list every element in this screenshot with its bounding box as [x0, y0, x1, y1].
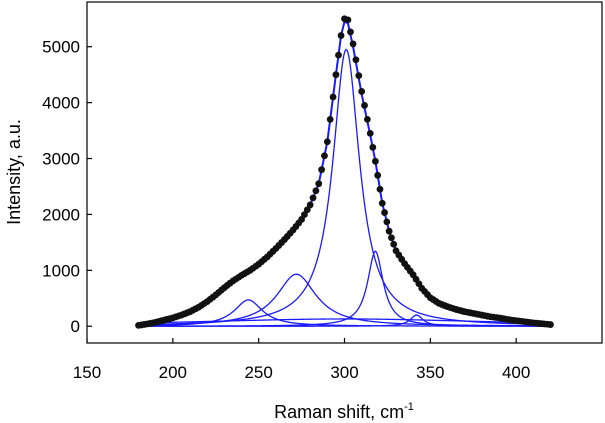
data-point — [369, 143, 377, 151]
data-point — [321, 152, 328, 160]
data-point — [315, 180, 323, 188]
data-point — [376, 185, 384, 193]
data-point — [318, 166, 326, 174]
y-tick-label: 0 — [71, 317, 80, 336]
data-point — [390, 240, 398, 248]
plot-area — [135, 15, 554, 329]
x-tick-label: 300 — [330, 363, 358, 382]
data-point — [329, 93, 337, 101]
y-tick-label: 1000 — [42, 261, 80, 280]
data-point — [355, 72, 363, 79]
data-point — [361, 102, 368, 109]
data-point — [323, 138, 331, 146]
x-tick-label: 200 — [159, 363, 187, 382]
data-point — [363, 115, 371, 123]
data-point — [378, 199, 386, 207]
data-point — [309, 194, 317, 202]
x-tick-label: 350 — [416, 363, 444, 382]
data-point — [344, 16, 352, 24]
data-point — [388, 234, 395, 242]
measured-points-layer — [135, 15, 554, 329]
fit-component-curve — [138, 318, 551, 324]
x-axis-ticks: 150 200 250 300 350 400 — [73, 338, 530, 382]
data-point — [326, 115, 334, 123]
data-point — [383, 218, 391, 226]
y-axis-ticks: 0 1000 2000 3000 4000 5000 — [42, 38, 92, 336]
data-point — [372, 157, 379, 165]
fit-components — [138, 48, 551, 327]
data-point — [385, 227, 393, 235]
y-tick-label: 5000 — [42, 38, 80, 57]
x-tick-label: 400 — [502, 363, 530, 382]
y-tick-label: 2000 — [42, 205, 80, 224]
fit-component-curve — [138, 314, 551, 327]
data-point — [337, 32, 345, 39]
data-point — [381, 209, 388, 216]
x-tick-label: 150 — [73, 363, 101, 382]
data-point — [347, 28, 354, 36]
data-point — [332, 71, 340, 79]
x-tick-label: 250 — [244, 363, 272, 382]
data-point — [335, 51, 342, 59]
x-axis-label: Raman shift, cm-1 — [274, 401, 414, 422]
y-tick-label: 3000 — [42, 150, 80, 169]
data-point — [366, 129, 374, 137]
data-point — [358, 88, 366, 95]
data-point — [349, 40, 357, 48]
data-point — [547, 321, 554, 328]
y-tick-label: 4000 — [42, 94, 80, 113]
data-point — [306, 201, 314, 209]
data-point — [352, 56, 360, 64]
y-axis-label: Intensity, a.u. — [4, 119, 24, 225]
data-point — [312, 187, 320, 195]
data-point — [374, 171, 382, 179]
